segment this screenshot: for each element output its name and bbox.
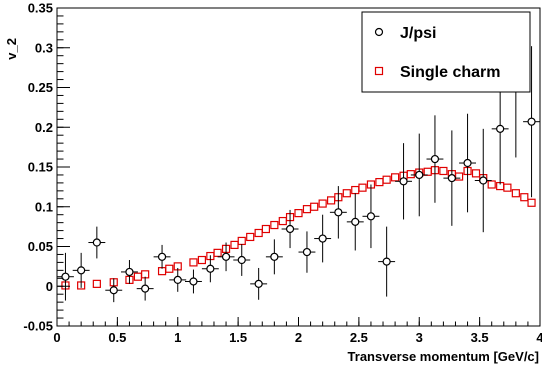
jpsi-point [318, 234, 327, 243]
single-charm-point [382, 175, 391, 184]
single-charm-point [270, 220, 279, 230]
jpsi-point [351, 217, 360, 226]
legend-box [361, 11, 531, 93]
jpsi-point [447, 174, 456, 183]
x-tick-label: 1 [174, 330, 181, 345]
axis-ticks [56, 7, 541, 327]
legend-charm-marker [374, 66, 384, 76]
x-tick-label: 1.5 [229, 330, 247, 345]
jpsi-point [221, 252, 231, 261]
y-tick-label: 0.3 [35, 40, 53, 55]
single-charm-point [406, 170, 415, 179]
jpsi-point [399, 177, 408, 186]
jpsi-point [92, 238, 101, 247]
jpsi-point [206, 264, 215, 273]
x-tick-label: 4 [536, 330, 542, 345]
jpsi-point [463, 158, 472, 168]
x-tick-labels: 0 0.5 1 1.5 2 2.5 3 3.5 4 [53, 330, 542, 345]
legend: J/psi Single charm [361, 11, 531, 93]
single-charm-point [318, 199, 327, 208]
single-charm-point [246, 232, 255, 242]
single-charm-point [358, 183, 367, 192]
plot-marks [57, 14, 540, 303]
single-charm-point [294, 209, 303, 218]
y-tick-label: 0.25 [28, 80, 53, 95]
y-tick-label: 0 [46, 279, 53, 294]
jpsi-point [61, 272, 70, 281]
single-charm-point [503, 183, 512, 192]
jpsi-point [237, 255, 246, 265]
jpsi-point [189, 277, 198, 286]
jpsi-point [141, 284, 150, 293]
single-charm-point [197, 255, 206, 265]
x-tick-label: 0 [53, 330, 60, 345]
single-charm-point [310, 202, 319, 211]
x-axis-title: Transverse momentum [GeV/c] [348, 349, 539, 364]
single-charm-point [261, 224, 270, 234]
jpsi-point [109, 286, 118, 295]
jpsi-point [77, 266, 86, 275]
x-tick-label: 2.5 [350, 330, 368, 345]
jpsi-point [430, 154, 440, 164]
single-charm-point [165, 264, 174, 273]
y-tick-label: 0.1 [35, 199, 53, 214]
jpsi-point [496, 124, 505, 133]
single-charm-point [527, 198, 536, 207]
single-charm-point [471, 169, 481, 178]
y-axis-title: v_2 [4, 38, 19, 60]
y-tick-label: 0.05 [28, 239, 53, 254]
legend-jpsi-label: J/psi [400, 25, 436, 42]
jpsi-point [173, 275, 182, 284]
jpsi-point [302, 247, 312, 257]
legend-jpsi-marker [374, 27, 384, 37]
jpsi-point [382, 257, 391, 266]
single-charm-point [92, 279, 101, 288]
single-charm-point [439, 166, 448, 176]
legend-charm-label: Single charm [400, 64, 500, 81]
single-charm-point [189, 258, 198, 267]
jpsi-point [285, 224, 295, 234]
x-tick-label: 2 [295, 330, 302, 345]
y-tick-label: 0.15 [28, 160, 53, 175]
jpsi-point [125, 267, 134, 277]
single-charm-point [520, 193, 529, 202]
jpsi-point [527, 117, 536, 126]
jpsi-point [366, 212, 376, 221]
x-tick-label: 3 [416, 330, 423, 345]
y-tick-labels: -0.05 0 0.05 0.1 0.15 0.2 0.25 0.3 0.35 [23, 1, 53, 334]
y-tick-label: 0.35 [28, 1, 53, 16]
jpsi-point [334, 208, 343, 217]
jpsi-point [415, 170, 424, 180]
jpsi-point [479, 176, 488, 185]
y-tick-label: 0.2 [35, 120, 53, 135]
x-tick-label: 0.5 [108, 330, 126, 345]
x-tick-label: 3.5 [471, 330, 489, 345]
y-tick-label: -0.05 [23, 319, 53, 334]
jpsi-point [157, 252, 167, 261]
jpsi-point [270, 252, 279, 261]
single-charm-point [342, 189, 351, 198]
single-charm-point [511, 189, 520, 198]
jpsi-point [254, 279, 263, 288]
